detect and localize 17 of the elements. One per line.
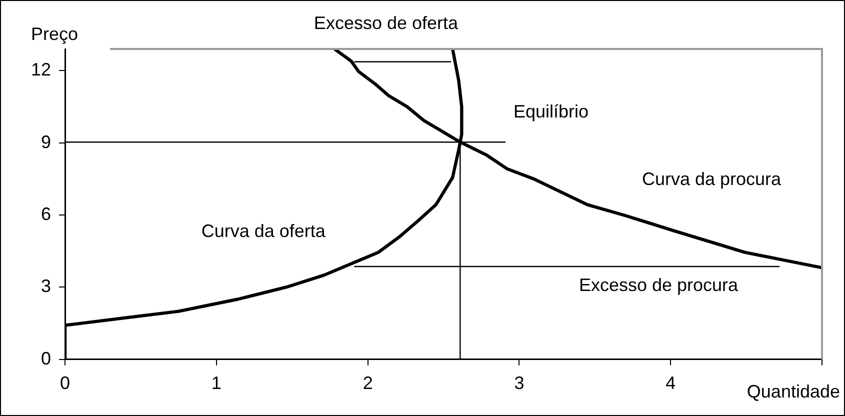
x-tick-label: 2 xyxy=(362,373,373,394)
y-tick-label: 12 xyxy=(30,60,52,80)
annotation: Curva da procura xyxy=(642,168,782,189)
annotation: Equilíbrio xyxy=(513,101,589,122)
annotation: Curva da oferta xyxy=(201,220,326,241)
x-tick-label: 4 xyxy=(666,373,676,394)
x-tick-label: 3 xyxy=(514,373,524,394)
y-tick-label: 6 xyxy=(41,204,52,224)
y-tick-label: 0 xyxy=(41,348,52,368)
y-axis-title: Preço xyxy=(31,24,78,44)
x-tick-label: 1 xyxy=(211,373,222,394)
y-tick-label: 3 xyxy=(41,276,52,296)
text: Excesso de oferta xyxy=(314,13,459,34)
annotation: Excesso de procura xyxy=(578,274,740,295)
x-axis-title: Quantidade xyxy=(746,381,840,402)
x-tick-label: 0 xyxy=(60,373,70,394)
y-tick-label: 9 xyxy=(41,132,52,152)
